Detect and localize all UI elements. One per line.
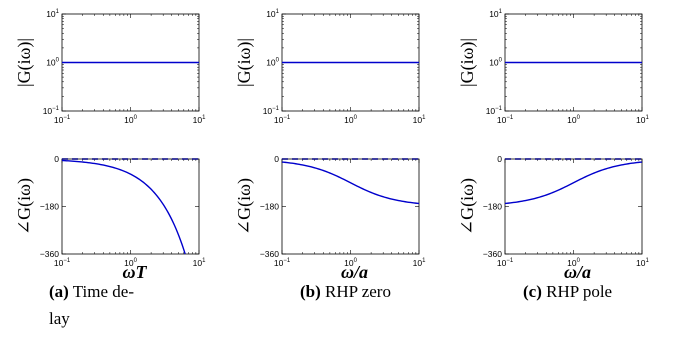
x-tick-label: 10−1 bbox=[497, 115, 514, 125]
y-tick-label: 101 bbox=[489, 9, 502, 19]
y-axis-label: ∠G(iω) bbox=[234, 178, 255, 235]
x-tick-label: 101 bbox=[193, 115, 206, 125]
x-tick-label: 101 bbox=[193, 258, 206, 268]
y-axis-label: |G(iω)| bbox=[14, 38, 35, 87]
y-tick-label: 100 bbox=[46, 58, 59, 68]
y-tick-label: −360 bbox=[260, 249, 279, 259]
axes-box bbox=[504, 158, 643, 255]
chart-phase-c: 10−1 100 101 0 −180 −360 ∠G(iω) ω/a bbox=[457, 154, 649, 282]
series-line bbox=[505, 161, 642, 205]
y-tick-label: −360 bbox=[40, 249, 59, 259]
x-axis-label: ω/a bbox=[564, 262, 591, 282]
x-tick-label: 10−1 bbox=[54, 115, 71, 125]
y-tick-label: 10−1 bbox=[263, 106, 280, 116]
x-tick-label: 100 bbox=[344, 258, 357, 268]
x-tick-label: 10−1 bbox=[274, 258, 291, 268]
caption-c: (c) RHP pole bbox=[523, 282, 612, 301]
y-tick-label: 0 bbox=[497, 154, 502, 164]
x-tick-label: 100 bbox=[124, 115, 137, 125]
x-tick-label: 10−1 bbox=[274, 115, 291, 125]
y-axis-label: |G(iω)| bbox=[234, 38, 255, 87]
x-tick-label: 100 bbox=[344, 115, 357, 125]
y-tick-label: 101 bbox=[46, 9, 59, 19]
axes-box bbox=[61, 158, 200, 255]
chart-phase-b: 10−1 100 101 0 −180 −360 ∠G(iω) ω/a bbox=[234, 154, 426, 282]
series-line bbox=[62, 159, 186, 254]
x-tick-label: 101 bbox=[636, 258, 649, 268]
series-line bbox=[282, 161, 419, 205]
y-tick-label: −180 bbox=[260, 202, 279, 212]
axes-box bbox=[281, 158, 420, 255]
chart-magnitude-c: 10−1 100 101 10−1 100 101 |G(iω)| bbox=[457, 9, 649, 125]
x-axis-label: ω/a bbox=[341, 262, 368, 282]
chart-magnitude-a: 10−1 100 101 10−1 100 101 |G(iω)| bbox=[14, 9, 206, 125]
y-tick-label: −180 bbox=[40, 202, 59, 212]
x-axis-label: ωT bbox=[122, 262, 147, 282]
caption-line-2: lay bbox=[49, 309, 70, 328]
y-tick-label: 0 bbox=[274, 154, 279, 164]
caption-b: (b) RHP zero bbox=[300, 282, 391, 301]
caption-line-1: (a) Time de- bbox=[49, 282, 134, 301]
y-tick-label: 0 bbox=[54, 154, 59, 164]
y-axis-label: ∠G(iω) bbox=[14, 178, 35, 235]
y-axis-label: |G(iω)| bbox=[457, 38, 478, 87]
chart-magnitude-b: 10−1 100 101 10−1 100 101 |G(iω)| bbox=[234, 9, 426, 125]
x-tick-label: 101 bbox=[413, 115, 426, 125]
x-tick-label: 100 bbox=[124, 258, 137, 268]
y-tick-label: 10−1 bbox=[486, 106, 503, 116]
x-tick-label: 10−1 bbox=[54, 258, 71, 268]
caption-line-1: (b) RHP zero bbox=[300, 282, 391, 301]
y-tick-label: 101 bbox=[266, 9, 279, 19]
x-tick-label: 100 bbox=[567, 258, 580, 268]
x-tick-label: 101 bbox=[636, 115, 649, 125]
y-tick-label: 100 bbox=[489, 58, 502, 68]
y-tick-label: 10−1 bbox=[43, 106, 60, 116]
x-tick-label: 100 bbox=[567, 115, 580, 125]
y-tick-label: −180 bbox=[483, 202, 502, 212]
x-tick-label: 10−1 bbox=[497, 258, 514, 268]
y-axis-label: ∠G(iω) bbox=[457, 178, 478, 235]
x-tick-label: 101 bbox=[413, 258, 426, 268]
y-tick-label: −360 bbox=[483, 249, 502, 259]
y-tick-label: 100 bbox=[266, 58, 279, 68]
chart-phase-a: 10−1 100 101 0 −180 −360 ∠G(iω) ωT bbox=[14, 154, 206, 282]
caption-line-1: (c) RHP pole bbox=[523, 282, 612, 301]
caption-a: (a) Time de-lay bbox=[49, 282, 134, 328]
